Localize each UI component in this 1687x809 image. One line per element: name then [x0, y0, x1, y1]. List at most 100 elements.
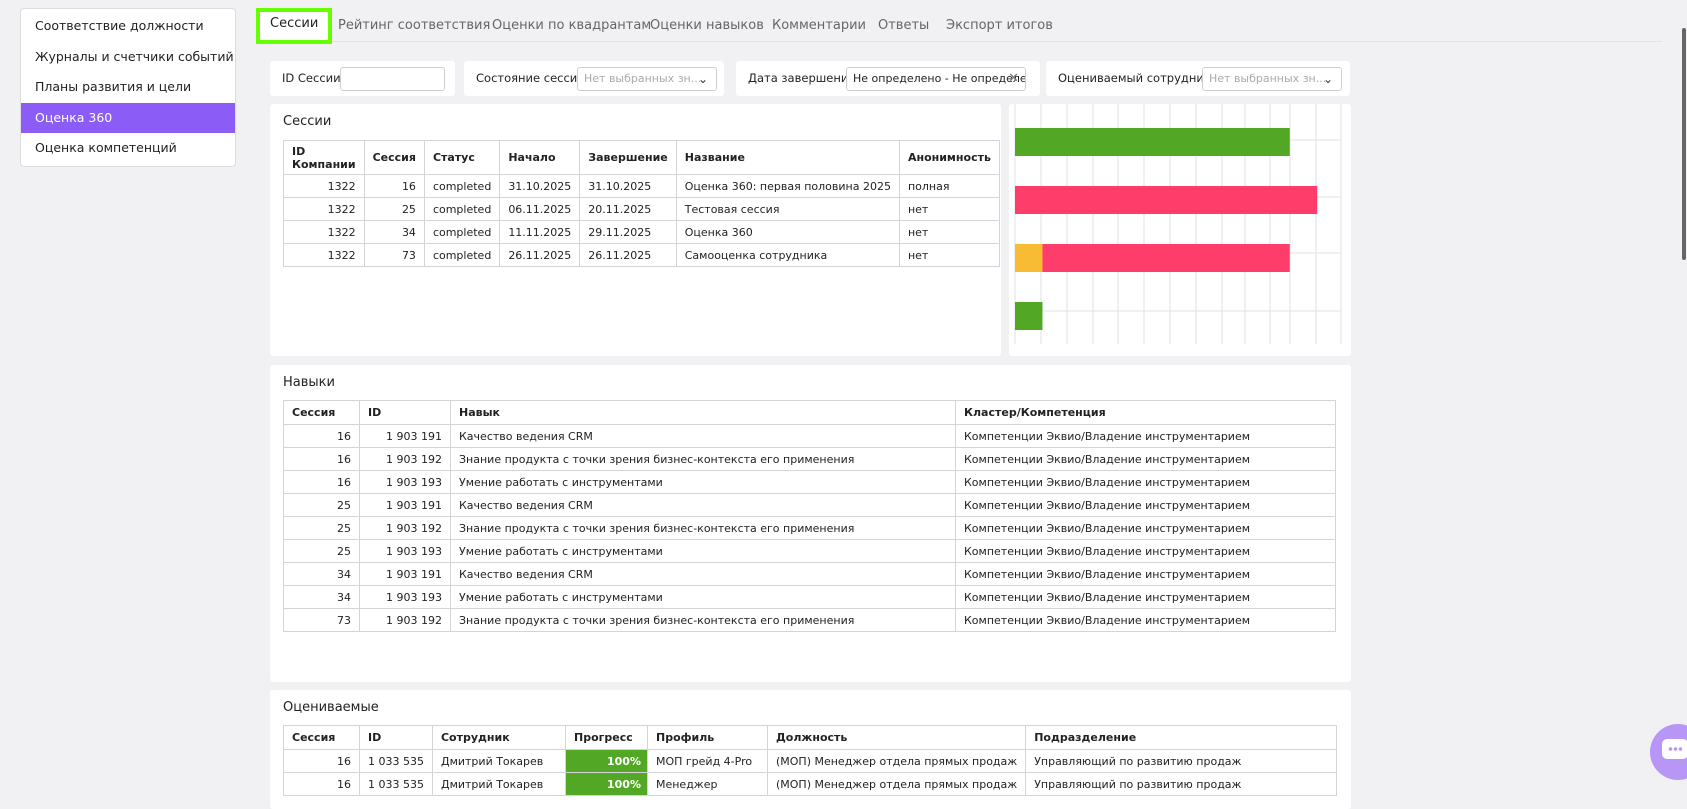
cell-session: 34 — [283, 585, 360, 609]
table-row[interactable]: 16 1 903 193 Умение работать с инструмента… — [283, 470, 1336, 494]
table-row[interactable]: 16 1 033 535 Дмитрий Токарев 100% Менеджер (М… — [283, 772, 1337, 796]
cell-status: completed — [423, 197, 501, 221]
cell-position: (МОП) Менеджер отдела прямых продаж — [766, 772, 1027, 796]
table-row[interactable]: 34 1 903 191 Качество ведения CRM Компетенц… — [283, 562, 1336, 586]
col-id: ID — [359, 725, 433, 750]
cell-progress: 100% — [564, 772, 648, 796]
chart-bar[interactable] — [1015, 128, 1290, 156]
table-row[interactable]: 25 1 903 193 Умение работать с инструмента… — [283, 539, 1336, 563]
session-id-input[interactable] — [340, 67, 445, 91]
tab-skill-scores[interactable]: Оценки навыков — [650, 18, 764, 33]
chat-button[interactable] — [1650, 724, 1687, 780]
tab-export-results[interactable]: Экспорт итогов — [946, 18, 1053, 33]
cell-id: 1 903 191 — [359, 424, 451, 448]
sidebar-item-event-logs[interactable]: Журналы и счетчики событий — [35, 48, 234, 64]
table-row[interactable]: 1322 16 completed 31.10.2025 31.10.2025 Оценк… — [283, 174, 1000, 198]
cell-start: 11.11.2025 — [499, 220, 581, 244]
table-row[interactable]: 25 1 903 191 Качество ведения CRM Компетенц… — [283, 493, 1336, 517]
table-row[interactable]: 16 1 903 192 Знание продукта с точки зрени… — [283, 447, 1336, 471]
col-position: Должность — [766, 725, 1027, 750]
tab-sessions[interactable]: Сессии — [256, 8, 333, 44]
cell-status: completed — [423, 243, 501, 267]
cell-company-id: 1322 — [283, 220, 365, 244]
page-scrollbar[interactable] — [1679, 0, 1687, 809]
table-row[interactable]: 34 1 903 193 Умение работать с инструмента… — [283, 585, 1336, 609]
col-session: Сессия — [283, 400, 360, 425]
sidebar-item-job-fit[interactable]: Соответствие должности — [35, 18, 204, 33]
cell-id: 1 033 535 — [359, 772, 433, 796]
cell-session: 16 — [283, 447, 360, 471]
table-row[interactable]: 1322 73 completed 26.11.2025 26.11.2025 Самоо… — [283, 243, 1000, 267]
cell-id: 1 903 193 — [359, 539, 451, 563]
chevron-down-icon: ⌄ — [1322, 72, 1333, 86]
cell-skill: Умение работать с инструментами — [450, 585, 956, 609]
cell-cluster: Компетенции Эквио/Владение инструментари… — [955, 470, 1336, 494]
cell-session: 73 — [283, 608, 360, 632]
table-row[interactable]: 1322 34 completed 11.11.2025 29.11.2025 Оценк… — [283, 220, 1000, 244]
col-anonymity: Анонимность — [898, 140, 1000, 175]
cell-department: Управляющий по развитию продаж — [1025, 749, 1337, 773]
cell-session: 25 — [363, 197, 425, 221]
chart-bar[interactable] — [1015, 244, 1043, 272]
col-employee: Сотрудник — [431, 725, 566, 750]
cell-status: completed — [423, 220, 501, 244]
chart-bar[interactable] — [1042, 244, 1290, 272]
cell-end: 31.10.2025 — [579, 174, 677, 198]
cell-session: 34 — [283, 562, 360, 586]
cell-skill: Качество ведения CRM — [450, 493, 956, 517]
cell-session: 16 — [283, 749, 360, 773]
employee-select[interactable]: Нет выбранных зн... ⌄ — [1202, 67, 1342, 91]
cell-employee: Дмитрий Токарев — [431, 772, 566, 796]
chart-bar[interactable] — [1015, 302, 1043, 330]
filter-session-id: ID Сессии — [270, 61, 455, 96]
sidebar-item-competency-assessment[interactable]: Оценка компетенций — [35, 140, 177, 155]
tab-comments[interactable]: Комментарии — [772, 18, 866, 33]
cell-skill: Качество ведения CRM — [450, 424, 956, 448]
evaluated-table: Сессия ID Сотрудник Прогресс Профиль Дол… — [283, 725, 1337, 796]
cell-session: 25 — [283, 493, 360, 517]
col-progress: Прогресс — [564, 725, 648, 750]
cell-skill: Умение работать с инструментами — [450, 470, 956, 494]
tab-bar: Сессии Рейтинг соответствия Оценки по кв… — [256, 8, 1662, 44]
table-row[interactable]: 25 1 903 192 Знание продукта с точки зрени… — [283, 516, 1336, 540]
evaluated-title: Оцениваемые — [283, 700, 379, 715]
cell-cluster: Компетенции Эквио/Владение инструментари… — [955, 539, 1336, 563]
cell-session: 25 — [283, 516, 360, 540]
cell-company-id: 1322 — [283, 243, 365, 267]
col-department: Подразделение — [1025, 725, 1337, 750]
sidebar-item-assessment-360[interactable]: Оценка 360 — [21, 102, 235, 133]
cell-session: 25 — [283, 539, 360, 563]
scrollbar-thumb[interactable] — [1682, 28, 1686, 260]
skills-title: Навыки — [283, 375, 335, 390]
cell-cluster: Компетенции Эквио/Владение инструментари… — [955, 585, 1336, 609]
tab-fit-rating[interactable]: Рейтинг соответствия — [338, 18, 491, 33]
tab-answers[interactable]: Ответы — [878, 18, 930, 33]
clear-icon[interactable]: ✕ — [1008, 71, 1019, 86]
cell-cluster: Компетенции Эквио/Владение инструментари… — [955, 493, 1336, 517]
session-state-placeholder: Нет выбранных зн... — [584, 72, 702, 85]
session-state-label: Состояние сессии — [476, 71, 585, 85]
table-row[interactable]: 1322 25 completed 06.11.2025 20.11.2025 Тесто… — [283, 197, 1000, 221]
sidebar-item-development-plans[interactable]: Планы развития и цели — [35, 79, 192, 94]
session-state-select[interactable]: Нет выбранных зн... ⌄ — [577, 67, 717, 91]
sessions-table: ID Компании Сессия Статус Начало Заверше… — [283, 140, 1000, 267]
employee-placeholder: Нет выбранных зн... — [1209, 72, 1327, 85]
end-date-input[interactable]: Не определено - Не определено ✕ — [846, 67, 1026, 91]
col-name: Название — [675, 140, 900, 175]
chart-bar[interactable] — [1015, 186, 1318, 214]
col-end: Завершение — [579, 140, 677, 175]
table-row[interactable]: 16 1 033 535 Дмитрий Токарев 100% МОП грейд … — [283, 749, 1337, 773]
cell-start: 06.11.2025 — [499, 197, 581, 221]
table-row[interactable]: 73 1 903 192 Знание продукта с точки зрени… — [283, 608, 1336, 632]
cell-id: 1 903 191 — [359, 562, 451, 586]
sessions-panel: Сессии ID Компании Сессия Статус Начало … — [270, 104, 1001, 356]
col-company-id: ID Компании — [283, 140, 365, 175]
cell-department: Управляющий по развитию продаж — [1025, 772, 1337, 796]
tab-quadrant-scores[interactable]: Оценки по квадрантам — [492, 18, 652, 33]
table-row[interactable]: 16 1 903 191 Качество ведения CRM Компетенц… — [283, 424, 1336, 448]
cell-skill: Знание продукта с точки зрения бизнес-ко… — [450, 608, 956, 632]
cell-start: 31.10.2025 — [499, 174, 581, 198]
cell-skill: Умение работать с инструментами — [450, 539, 956, 563]
cell-skill: Знание продукта с точки зрения бизнес-ко… — [450, 447, 956, 471]
cell-cluster: Компетенции Эквио/Владение инструментари… — [955, 447, 1336, 471]
